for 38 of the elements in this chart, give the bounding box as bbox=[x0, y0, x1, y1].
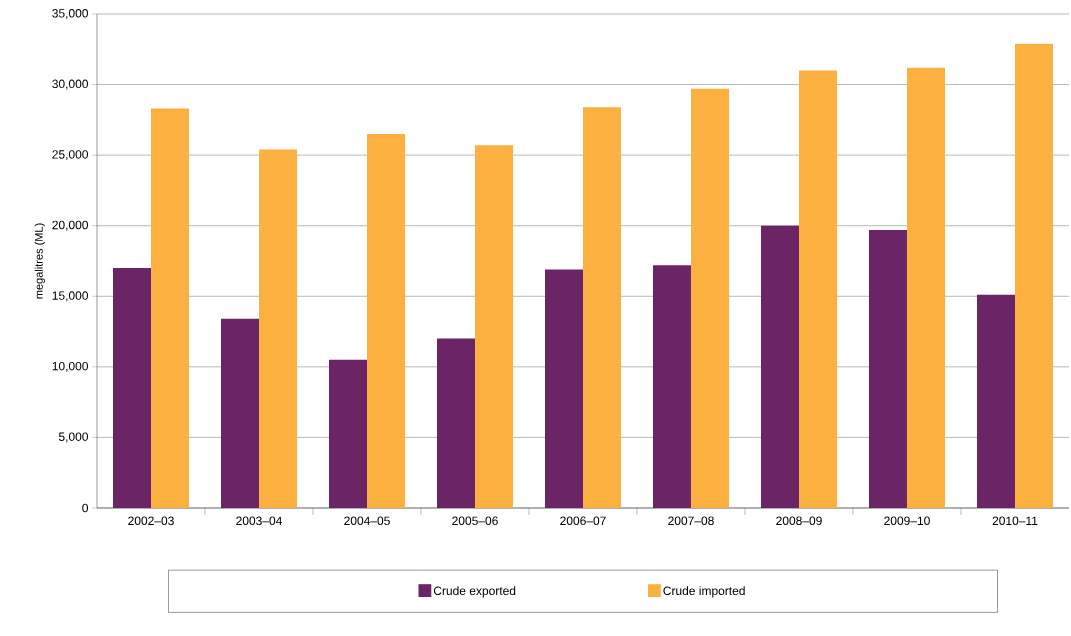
y-tick-label: 30,000 bbox=[52, 79, 88, 90]
bar bbox=[799, 70, 837, 508]
bar bbox=[653, 265, 691, 508]
x-tick-label: 2007–08 bbox=[668, 516, 714, 526]
bar bbox=[259, 149, 297, 508]
x-tick-label: 2008–09 bbox=[776, 516, 822, 526]
x-tick-label: 2010–11 bbox=[992, 516, 1038, 526]
bar bbox=[583, 107, 621, 508]
bar bbox=[113, 268, 151, 508]
y-tick-label: 20,000 bbox=[52, 220, 88, 231]
bar bbox=[545, 269, 583, 508]
x-tick-label: 2003–04 bbox=[236, 516, 282, 526]
legend-label: Crude imported bbox=[663, 586, 745, 598]
y-tick-label: 5,000 bbox=[58, 432, 89, 443]
y-tick-label: 25,000 bbox=[52, 150, 88, 161]
y-tick-label: 10,000 bbox=[52, 361, 88, 372]
bar bbox=[976, 294, 1015, 508]
bar bbox=[329, 359, 367, 508]
x-tick-label: 2009–10 bbox=[884, 516, 930, 526]
y-tick-label: 0 bbox=[82, 503, 89, 513]
legend-label: Crude exported bbox=[433, 586, 516, 598]
bar bbox=[151, 108, 189, 508]
bar bbox=[691, 88, 729, 508]
x-tick-label: 2004–05 bbox=[344, 516, 390, 526]
bar bbox=[906, 67, 945, 508]
x-tick-label: 2002–03 bbox=[128, 516, 174, 526]
x-tick-label: 2006–07 bbox=[560, 516, 606, 526]
bar bbox=[437, 338, 475, 508]
bar bbox=[367, 133, 405, 508]
x-tick-label: 2005–06 bbox=[452, 516, 498, 526]
y-axis-title: megalitres (ML) bbox=[34, 223, 45, 299]
bar bbox=[221, 318, 259, 508]
y-tick-label: 15,000 bbox=[52, 291, 88, 302]
bar bbox=[1014, 43, 1053, 508]
bar bbox=[475, 145, 513, 508]
bar bbox=[868, 229, 907, 508]
y-tick-label: 35,000 bbox=[52, 9, 88, 19]
bar bbox=[760, 225, 799, 508]
